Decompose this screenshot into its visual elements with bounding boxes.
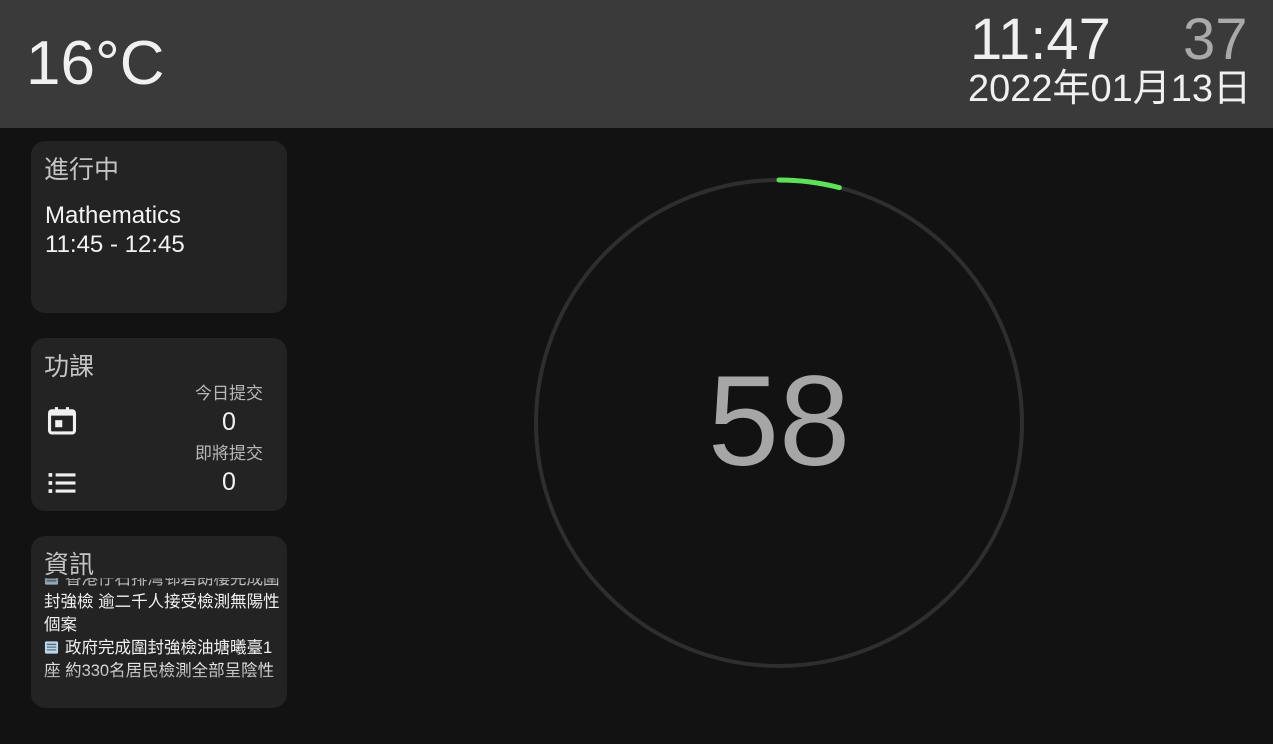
countdown-progress-arc	[533, 177, 1025, 669]
clock-seconds: 37	[1183, 7, 1248, 72]
news-title: 資訊	[44, 551, 95, 579]
date: 2022年01月13日	[968, 68, 1252, 110]
ongoing-subject: Mathematics	[45, 202, 182, 229]
newspaper-icon	[44, 641, 59, 654]
news-item-text: 政府完成圍封強檢油塘曦臺1座 約330名居民檢測全部呈陰性	[44, 639, 275, 680]
clock-time: 11:47	[970, 7, 1111, 72]
calendar-icon	[47, 407, 77, 435]
list-icon	[48, 473, 76, 493]
news-scroll-area[interactable]: 香港仔石排灣邨碧朗樓完成圍封強檢 逾二千人接受檢測無陽性個案 政府完成圍封強檢油…	[44, 578, 280, 700]
news-item-text: 香港仔石排灣邨碧朗樓完成圍封強檢 逾二千人接受檢測無陽性個案	[44, 578, 280, 634]
news-card: 資訊 香港仔石排灣邨碧朗樓完成圍封強檢 逾二千人接受檢測無陽性個案 政府完成圍封…	[31, 536, 287, 708]
ongoing-card: 進行中 Mathematics 11:45 - 12:45	[31, 141, 287, 313]
today-due-label: 今日提交	[195, 384, 263, 403]
news-item[interactable]: 香港仔石排灣邨碧朗樓完成圍封強檢 逾二千人接受檢測無陽性個案	[44, 578, 280, 637]
today-due-count: 0	[222, 408, 236, 436]
countdown-dial	[533, 177, 1025, 669]
countdown-value: 58	[707, 350, 851, 493]
homework-title: 功課	[44, 353, 95, 381]
upcoming-due-label: 即將提交	[195, 444, 263, 463]
news-item[interactable]: 政府完成圍封強檢油塘曦臺1座 約330名居民檢測全部呈陰性	[44, 637, 280, 683]
homework-card: 功課 今日提交 0 即將提交 0	[31, 338, 287, 511]
ongoing-time-range: 11:45 - 12:45	[45, 231, 185, 258]
ongoing-title: 進行中	[44, 156, 120, 184]
upcoming-due-count: 0	[222, 468, 236, 496]
newspaper-icon	[44, 578, 59, 585]
news-list: 香港仔石排灣邨碧朗樓完成圍封強檢 逾二千人接受檢測無陽性個案 政府完成圍封強檢油…	[44, 578, 280, 683]
top-bar: 16°C 11:47 37 2022年01月13日	[0, 0, 1273, 128]
temperature: 16°C	[26, 29, 165, 98]
